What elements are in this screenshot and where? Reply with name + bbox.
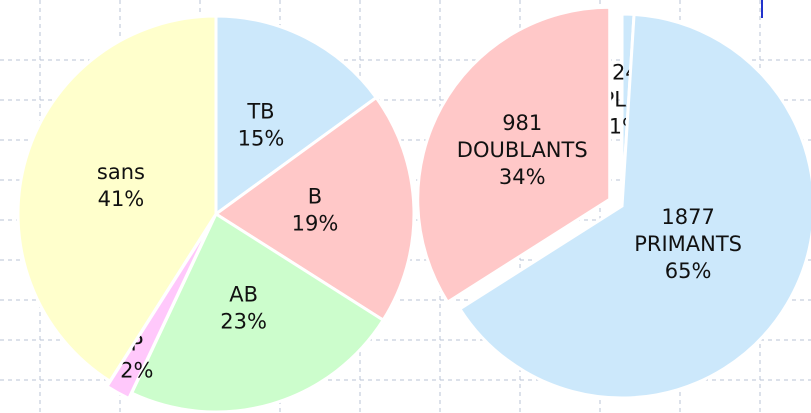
pie-slice bbox=[213, 95, 416, 323]
slice-label: AB 23% bbox=[220, 283, 267, 334]
pie-slice bbox=[129, 211, 386, 413]
slice-label: B 19% bbox=[292, 184, 339, 235]
pie-slice bbox=[214, 14, 379, 217]
label-line: TB bbox=[246, 99, 274, 123]
slice-label: 981 DOUBLANTS 34% bbox=[457, 111, 588, 189]
pie-slice bbox=[16, 14, 218, 384]
pie-slice bbox=[457, 12, 811, 400]
label-line: 34% bbox=[499, 165, 546, 189]
label-line: sans bbox=[97, 160, 145, 184]
label-line: DOUBLANTS bbox=[457, 138, 588, 162]
pie-slice bbox=[416, 5, 612, 305]
label-line: AB bbox=[229, 283, 258, 307]
label-line: 2% bbox=[120, 359, 153, 383]
label-line: 981 bbox=[502, 111, 542, 135]
label-line: 23% bbox=[220, 310, 267, 334]
label-line: 41% bbox=[98, 187, 145, 211]
slice-label: 1877 PRIMANTS 65% bbox=[634, 205, 742, 283]
label-line: PRIMANTS bbox=[634, 232, 742, 256]
label-line: 19% bbox=[292, 211, 339, 235]
label-line: 15% bbox=[238, 126, 285, 150]
label-line: B bbox=[308, 184, 322, 208]
pie-slice bbox=[104, 218, 215, 401]
label-line: 65% bbox=[665, 259, 712, 283]
label-line: 1877 bbox=[661, 205, 714, 229]
slice-label: TB 15% bbox=[238, 99, 285, 150]
slice-label: sans 41% bbox=[97, 160, 145, 211]
